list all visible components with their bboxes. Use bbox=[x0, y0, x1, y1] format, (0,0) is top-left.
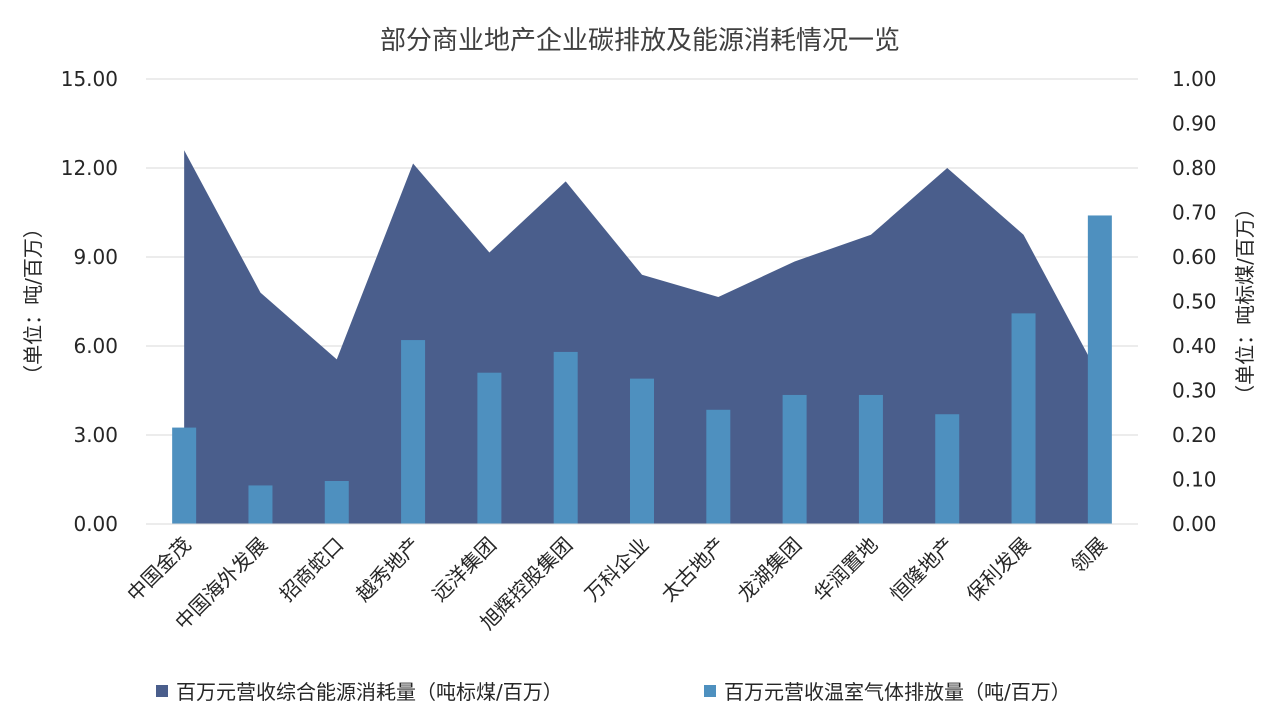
y-left-tick-label: 9.00 bbox=[73, 245, 118, 269]
x-category-label: 华润置地 bbox=[809, 533, 883, 607]
y-left-tick-label: 12.00 bbox=[61, 156, 118, 180]
x-category-label: 恒隆地产 bbox=[885, 533, 959, 607]
x-category-label: 万科企业 bbox=[580, 533, 654, 607]
x-category-label: 越秀地产 bbox=[351, 533, 425, 607]
y-right-tick-label: 0.70 bbox=[1172, 201, 1217, 225]
y-right-tick-label: 0.00 bbox=[1172, 512, 1217, 536]
y-left-tick-label: 6.00 bbox=[73, 334, 118, 358]
y-right-tick-label: 0.20 bbox=[1172, 423, 1217, 447]
bar-emission bbox=[248, 485, 273, 524]
bar-emission bbox=[782, 394, 807, 524]
bar-emission bbox=[630, 378, 654, 524]
bar-emission bbox=[553, 351, 578, 524]
x-category-label: 领展 bbox=[1066, 533, 1111, 578]
y-right-tick-label: 0.80 bbox=[1172, 156, 1217, 180]
y-left-tick-label: 3.00 bbox=[73, 423, 118, 447]
chart-legend: 百万元营收综合能源消耗量（吨标煤/百万） 百万元营收温室气体排放量（吨/百万） bbox=[0, 676, 1280, 706]
y-left-tick-label: 15.00 bbox=[61, 67, 118, 91]
x-category-label: 中国金茂 bbox=[122, 533, 196, 607]
y-right-axis-title: （单位：吨标煤/百万） bbox=[1233, 198, 1257, 405]
legend-swatch-energy bbox=[156, 684, 168, 697]
x-category-label: 招商蛇口 bbox=[275, 533, 349, 607]
bar-emission bbox=[477, 372, 502, 524]
bar-emission bbox=[706, 409, 731, 524]
y-left-axis-title: （单位：吨/百万） bbox=[21, 218, 45, 385]
bar-emission bbox=[858, 394, 883, 524]
x-category-label: 龙湖集团 bbox=[733, 533, 807, 607]
y-right-tick-label: 1.00 bbox=[1172, 67, 1217, 91]
bar-emission bbox=[401, 340, 426, 524]
y-right-tick-label: 0.90 bbox=[1172, 112, 1217, 136]
x-category-label: 保利发展 bbox=[962, 533, 1036, 607]
y-right-tick-label: 0.30 bbox=[1172, 379, 1217, 403]
legend-swatch-emission bbox=[704, 684, 716, 697]
legend-label-emission: 百万元营收温室气体排放量（吨/百万） bbox=[724, 680, 1071, 704]
y-right-tick-label: 0.60 bbox=[1172, 245, 1217, 269]
bar-emission bbox=[1087, 215, 1112, 524]
y-left-tick-label: 0.00 bbox=[73, 512, 118, 536]
x-category-label: 远洋集团 bbox=[427, 533, 501, 607]
y-right-tick-label: 0.50 bbox=[1172, 290, 1217, 314]
legend-item-energy: 百万元营收综合能源消耗量（吨标煤/百万） bbox=[156, 676, 563, 705]
legend-label-energy: 百万元营收综合能源消耗量（吨标煤/百万） bbox=[176, 680, 563, 704]
legend-item-emission: 百万元营收温室气体排放量（吨/百万） bbox=[704, 676, 1071, 705]
y-right-tick-label: 0.40 bbox=[1172, 334, 1217, 358]
y-right-tick-label: 0.10 bbox=[1172, 468, 1217, 492]
x-category-label: 太古地产 bbox=[656, 533, 730, 607]
bar-emission bbox=[935, 414, 960, 524]
bar-emission bbox=[172, 427, 197, 524]
bar-emission bbox=[1011, 313, 1036, 524]
chart-title: 部分商业地产企业碳排放及能源消耗情况一览 bbox=[379, 26, 900, 56]
bar-emission bbox=[324, 480, 349, 524]
